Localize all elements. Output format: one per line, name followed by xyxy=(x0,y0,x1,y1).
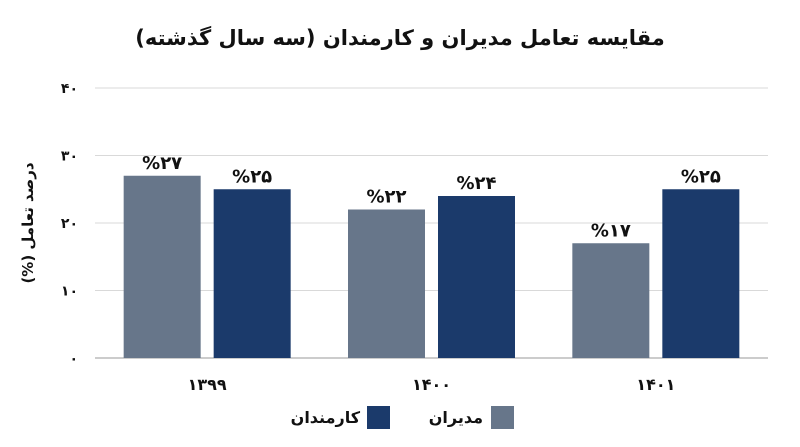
bar xyxy=(123,175,201,358)
x-tick-label: ۱۴۰۰ xyxy=(412,375,451,394)
legend-label: مدیران xyxy=(429,408,483,427)
x-tick-label: ۱۳۹۹ xyxy=(188,375,227,394)
y-tick-label: ۳۰ xyxy=(61,149,78,165)
y-tick-label: ۲۰ xyxy=(61,216,78,232)
bars: %۲۷ %۲۵ %۲۲ %۲۴ %۱۷ %۲۵ xyxy=(123,153,740,358)
bar xyxy=(213,189,291,358)
y-tick-label: ۴۰ xyxy=(61,81,78,97)
chart-title: مقایسه تعامل مدیران و کارمندان (سه سال گ… xyxy=(135,25,664,50)
data-label: %۲۵ xyxy=(232,166,272,187)
legend-label: کارمندان xyxy=(291,408,361,427)
y-axis-label: درصد تعامل (%) xyxy=(19,162,37,283)
bar xyxy=(662,189,740,358)
data-label: %۱۷ xyxy=(591,220,631,241)
bar xyxy=(572,243,650,358)
gridlines xyxy=(95,87,768,359)
legend: مدیران کارمندان xyxy=(291,406,514,429)
data-label: %۲۷ xyxy=(142,153,182,174)
data-label: %۲۴ xyxy=(456,173,496,194)
y-tick-label: ۱۰ xyxy=(61,284,78,300)
data-label: %۲۲ xyxy=(366,187,406,208)
bar xyxy=(438,196,515,358)
axis-ticks: ۰ ۱۰ ۲۰ ۳۰ ۴۰ ۱۳۹۹ ۱۴۰۰ ۱۴۰۱ xyxy=(61,81,675,394)
x-tick-label: ۱۴۰۱ xyxy=(636,375,675,394)
y-tick-label: ۰ xyxy=(69,351,78,367)
data-label: %۲۵ xyxy=(681,166,721,187)
bar xyxy=(348,209,425,358)
legend-swatch xyxy=(367,406,390,429)
legend-swatch xyxy=(491,406,514,429)
